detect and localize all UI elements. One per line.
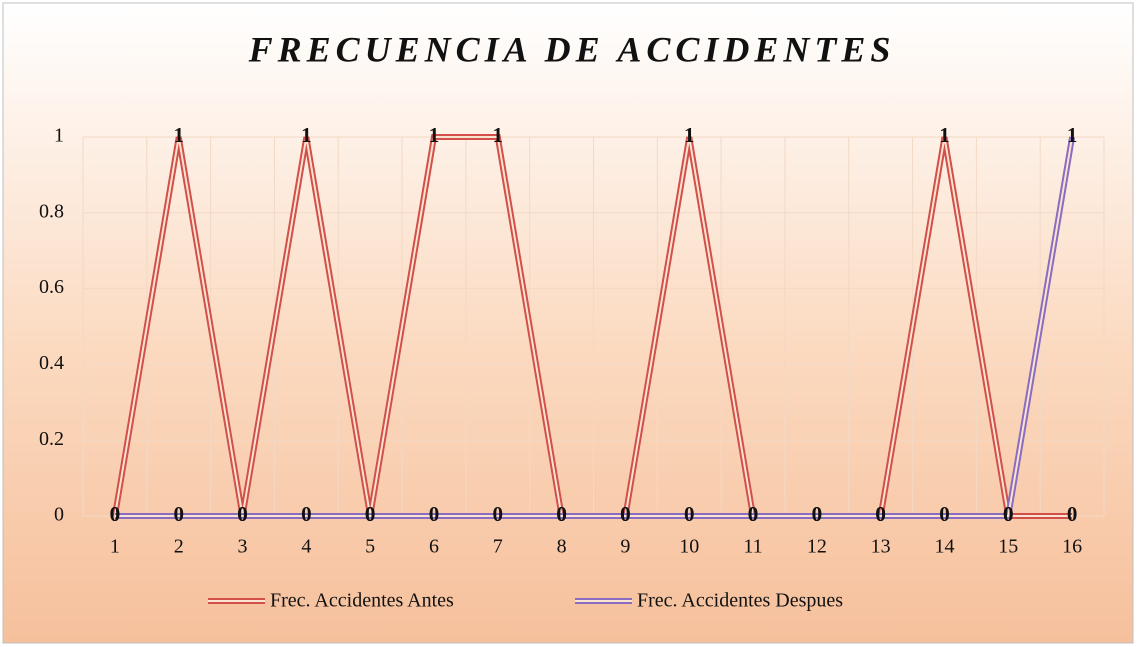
x-tick-label: 3 [238, 536, 248, 558]
x-tick-label: 10 [679, 536, 699, 558]
data-label: 0 [620, 502, 631, 526]
x-tick-label: 8 [557, 536, 567, 558]
data-label: 0 [237, 502, 248, 526]
x-tick-label: 6 [429, 536, 439, 558]
y-tick-label: 0 [54, 504, 64, 526]
data-label: 0 [939, 502, 950, 526]
y-tick-label: 1 [54, 125, 64, 147]
x-tick-label: 13 [871, 536, 891, 558]
legend-label: Frec. Accidentes Antes [270, 590, 454, 612]
data-label: 0 [237, 502, 248, 526]
series-line-inner [114, 136, 1074, 517]
x-tick-label: 9 [620, 536, 630, 558]
data-label: 0 [556, 502, 567, 526]
y-tick-label: 0.2 [39, 428, 64, 450]
data-label: 0 [620, 502, 631, 526]
x-tick-label: 7 [493, 536, 503, 558]
x-tick-label: 15 [998, 536, 1018, 558]
data-label: 0 [875, 502, 886, 526]
data-label: 0 [556, 502, 567, 526]
x-tick-label: 16 [1062, 536, 1082, 558]
data-label: 1 [939, 123, 950, 147]
y-tick-label: 0.4 [39, 352, 64, 374]
data-label: 1 [493, 123, 504, 147]
data-label: 0 [365, 502, 376, 526]
data-label: 0 [493, 502, 504, 526]
data-label: 0 [365, 502, 376, 526]
data-label: 0 [748, 502, 759, 526]
data-label: 1 [1067, 123, 1078, 147]
x-tick-label: 2 [174, 536, 184, 558]
x-tick-label: 1 [110, 536, 120, 558]
data-label: 0 [173, 502, 184, 526]
data-label: 0 [429, 502, 440, 526]
data-label: 1 [173, 123, 184, 147]
data-label: 1 [429, 123, 440, 147]
legend-label: Frec. Accidentes Despues [637, 590, 843, 612]
data-label: 0 [748, 502, 759, 526]
data-label: 0 [110, 502, 121, 526]
x-tick-label: 4 [301, 536, 311, 558]
data-label: 0 [1003, 502, 1014, 526]
data-label: 0 [1003, 502, 1014, 526]
data-label: 1 [684, 123, 695, 147]
x-tick-label: 14 [934, 536, 954, 558]
data-label: 0 [812, 502, 823, 526]
data-label: 0 [301, 502, 312, 526]
chart-title: FRECUENCIA DE ACCIDENTES [248, 29, 896, 69]
y-tick-label: 0.6 [39, 276, 64, 298]
y-tick-label: 0.8 [39, 200, 64, 222]
data-label: 0 [110, 502, 121, 526]
data-label: 0 [875, 502, 886, 526]
data-label: 0 [1067, 502, 1078, 526]
x-tick-label: 12 [807, 536, 827, 558]
data-label: 1 [301, 123, 312, 147]
x-tick-label: 5 [365, 536, 375, 558]
data-label: 0 [684, 502, 695, 526]
data-label: 0 [812, 502, 823, 526]
x-tick-label: 11 [743, 536, 762, 558]
